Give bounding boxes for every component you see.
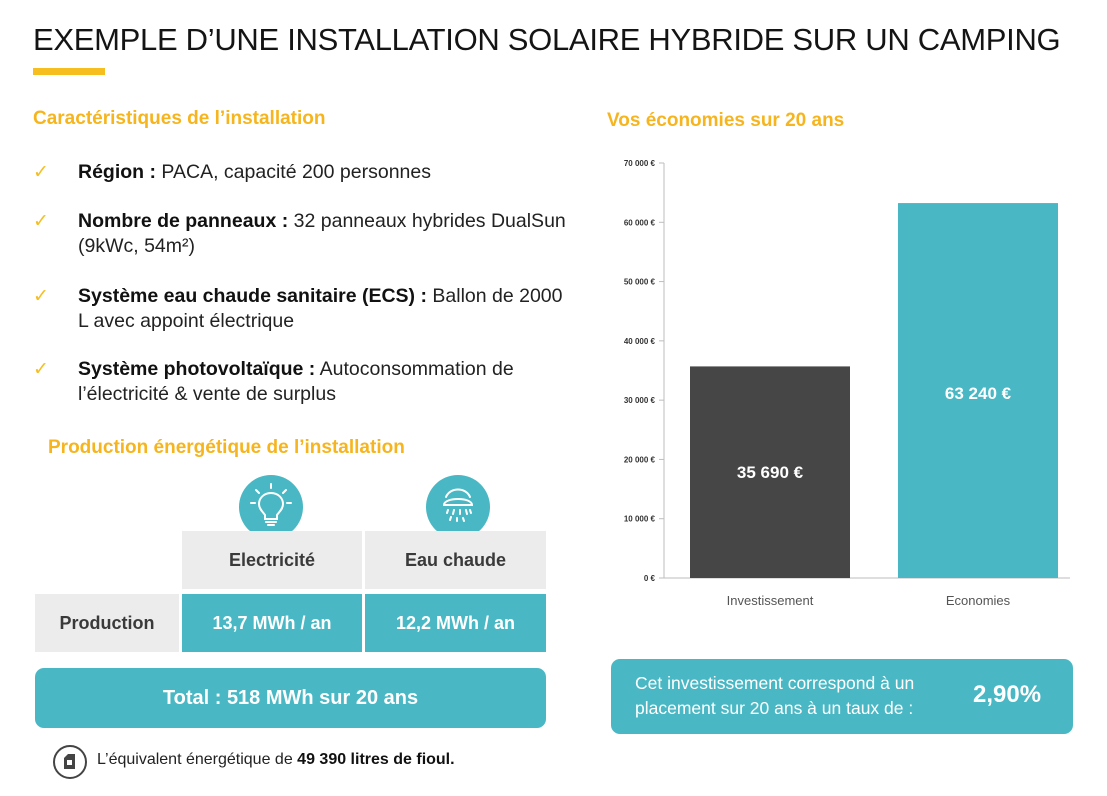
- bar-economies: [898, 203, 1058, 578]
- y-tick-label: 40 000 €: [624, 337, 656, 346]
- feature-text: 32 panneaux hybrides DualSun (9kWc, 54m²…: [78, 210, 566, 257]
- fuel-value: 49 390 litres de fioul.: [297, 751, 455, 768]
- production-heading: Production énergétique de l’installation: [48, 437, 405, 458]
- checkmark-icon: ✓: [33, 162, 49, 183]
- savings-heading: Vos économies sur 20 ans: [607, 110, 845, 131]
- feature-label: Système photovoltaïque :: [78, 358, 316, 380]
- y-tick-label: 50 000 €: [624, 278, 656, 287]
- total-production-text: Total : 518 MWh sur 20 ans: [162, 686, 419, 709]
- feature-label: Nombre de panneaux :: [78, 210, 289, 232]
- investment-rate-box: Cet investissement correspond à un place…: [611, 659, 1073, 734]
- y-tick-label: 10 000 €: [624, 515, 656, 524]
- y-tick-label: 70 000 €: [624, 159, 656, 168]
- electricity-value: 13,7 MWh / an: [182, 594, 362, 652]
- col-electricity-header: Electricité: [182, 531, 362, 589]
- shower-icon: [426, 475, 490, 539]
- bar-data-label: 35 690 €: [737, 463, 804, 482]
- total-production-box: Total : 518 MWh sur 20 ans: [35, 668, 546, 728]
- page-title: EXEMPLE D’UNE INSTALLATION SOLAIRE HYBRI…: [33, 22, 1061, 57]
- feature-text: Ballon de 2000 L avec appoint électrique: [78, 285, 563, 332]
- feature-label: Système eau chaude sanitaire (ECS) :: [78, 285, 427, 307]
- hot-water-value: 12,2 MWh / an: [365, 594, 546, 652]
- row-production-label: Production: [35, 594, 179, 652]
- x-category-label: Economies: [946, 593, 1011, 608]
- feature-text: PACA, capacité 200 personnes: [161, 161, 431, 183]
- feature-text: Autoconsommation de l’électricité & vent…: [78, 358, 514, 405]
- bar-data-label: 63 240 €: [945, 384, 1012, 403]
- y-tick-label: 60 000 €: [624, 218, 656, 227]
- fuel-equivalent: L’équivalent énergétique de 49 390 litre…: [97, 751, 455, 769]
- investment-rate: 2,90%: [973, 681, 1042, 708]
- checkmark-icon: ✓: [33, 211, 49, 232]
- y-tick-label: 30 000 €: [624, 396, 656, 405]
- checkmark-icon: ✓: [33, 286, 49, 307]
- y-tick-label: 20 000 €: [624, 455, 656, 464]
- col-hot-water-header: Eau chaude: [365, 531, 546, 589]
- chart-svg: 0 € 10 000 € 20 000 € 30 000 € 40 000 € 50 00…: [624, 159, 1070, 608]
- y-tick-label: 0 €: [644, 574, 656, 583]
- savings-bar-chart: 0 € 10 000 € 20 000 € 30 000 € 40 000 € 50 00…: [600, 150, 1080, 620]
- fuel-icon: [53, 745, 87, 779]
- x-category-label: Investissement: [727, 593, 814, 608]
- checkmark-icon: ✓: [33, 359, 49, 380]
- fuel-prefix: L’équivalent énergétique de: [97, 751, 293, 768]
- characteristics-heading: Caractéristiques de l’installation: [33, 108, 326, 129]
- investment-text: Cet investissement correspond à un place…: [635, 673, 915, 718]
- feature-label: Région :: [78, 161, 156, 183]
- bar-investissement: [690, 366, 850, 578]
- lightbulb-icon: [239, 475, 303, 539]
- title-underline: [33, 68, 105, 75]
